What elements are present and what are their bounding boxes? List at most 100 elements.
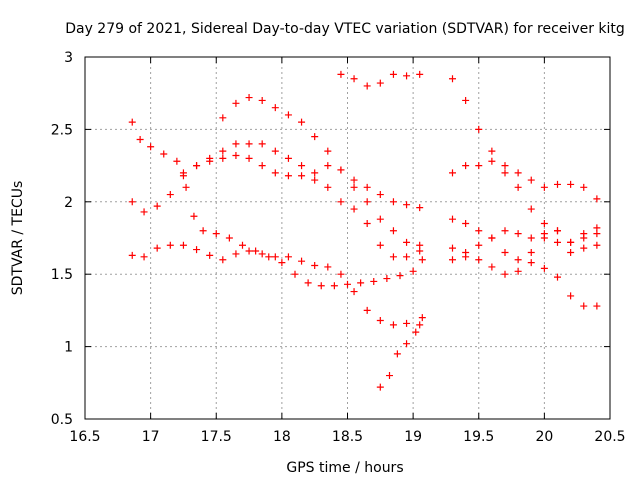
data-point	[350, 183, 358, 191]
data-point	[462, 220, 470, 228]
grid-lines	[85, 57, 610, 419]
data-point	[271, 104, 279, 112]
data-point	[403, 238, 411, 246]
data-point	[350, 205, 358, 213]
x-tick-label: 17.5	[201, 429, 232, 445]
data-point	[153, 202, 161, 210]
data-point	[337, 270, 345, 278]
data-point	[317, 282, 325, 290]
y-tick-label: 3	[64, 50, 73, 66]
data-point	[488, 147, 496, 155]
data-point	[449, 169, 456, 177]
data-point	[393, 350, 401, 358]
data-point	[245, 94, 253, 102]
data-point	[488, 234, 496, 242]
data-point	[501, 162, 509, 170]
data-point	[271, 147, 279, 155]
data-point	[337, 70, 345, 78]
data-point	[418, 314, 426, 322]
data-point	[475, 256, 483, 264]
data-point	[193, 246, 201, 254]
data-point	[580, 230, 588, 238]
x-tick-label: 18.5	[332, 429, 363, 445]
data-point	[540, 264, 548, 272]
data-point	[298, 162, 306, 170]
data-point	[311, 133, 319, 141]
data-point	[291, 270, 299, 278]
data-point	[232, 140, 240, 148]
data-point	[284, 154, 292, 162]
data-point	[540, 183, 548, 191]
data-point	[514, 256, 522, 264]
data-point	[160, 150, 168, 158]
data-point	[245, 247, 253, 255]
data-point	[376, 191, 384, 199]
y-tick-label: 2.5	[51, 122, 73, 138]
data-point	[350, 288, 358, 296]
data-point	[527, 176, 535, 184]
data-point	[449, 256, 456, 264]
data-point	[554, 227, 561, 235]
data-point	[449, 215, 456, 223]
data-point	[416, 70, 424, 78]
data-point	[376, 383, 384, 391]
data-point	[389, 198, 397, 206]
data-point	[514, 183, 522, 191]
data-point	[501, 270, 509, 278]
axis-ticks: 16.5 17 17.5 18 18.5 19 19.5 20 20.5 0.5 1 1.5 2 2.5 3	[51, 50, 626, 445]
data-point	[527, 259, 535, 267]
data-point	[166, 241, 174, 249]
data-point	[258, 140, 266, 148]
data-point	[298, 172, 306, 180]
data-point	[514, 230, 522, 238]
x-tick-label: 18	[273, 429, 291, 445]
data-point	[567, 292, 575, 300]
y-tick-label: 1	[64, 340, 73, 356]
data-point	[376, 241, 384, 249]
data-point	[330, 282, 338, 290]
data-point	[376, 317, 384, 325]
x-tick-label: 20	[535, 429, 553, 445]
data-point	[278, 259, 286, 267]
data-point	[389, 227, 397, 235]
data-point	[403, 201, 411, 209]
data-point	[271, 253, 279, 261]
data-point	[475, 227, 483, 235]
x-axis-label: GPS time / hours	[286, 460, 403, 476]
data-point	[219, 256, 227, 264]
data-point	[128, 118, 136, 126]
data-point	[389, 70, 397, 78]
data-point	[514, 169, 522, 177]
data-point	[337, 166, 345, 174]
data-point	[501, 169, 509, 177]
data-point	[128, 251, 136, 259]
data-point	[298, 118, 306, 126]
data-point	[245, 154, 253, 162]
data-point	[232, 250, 240, 258]
data-point	[501, 227, 509, 235]
x-tick-label: 20.5	[594, 429, 625, 445]
data-point	[179, 241, 187, 249]
data-point	[245, 140, 253, 148]
data-point	[311, 176, 319, 184]
data-point	[403, 319, 411, 327]
data-point	[475, 241, 483, 249]
data-point	[304, 279, 312, 287]
data-point	[403, 340, 411, 348]
data-point	[225, 234, 233, 242]
data-point	[462, 96, 470, 104]
data-point	[475, 125, 483, 133]
data-point	[357, 279, 365, 287]
data-point	[206, 251, 214, 259]
data-point	[593, 302, 601, 310]
data-point	[350, 176, 358, 184]
x-tick-label: 16.5	[69, 429, 100, 445]
data-point	[219, 154, 227, 162]
data-point	[462, 162, 470, 170]
data-point	[389, 321, 397, 329]
data-point	[265, 253, 273, 261]
data-point	[166, 191, 174, 199]
data-point	[580, 302, 588, 310]
data-point	[540, 220, 548, 228]
data-point	[527, 205, 535, 213]
